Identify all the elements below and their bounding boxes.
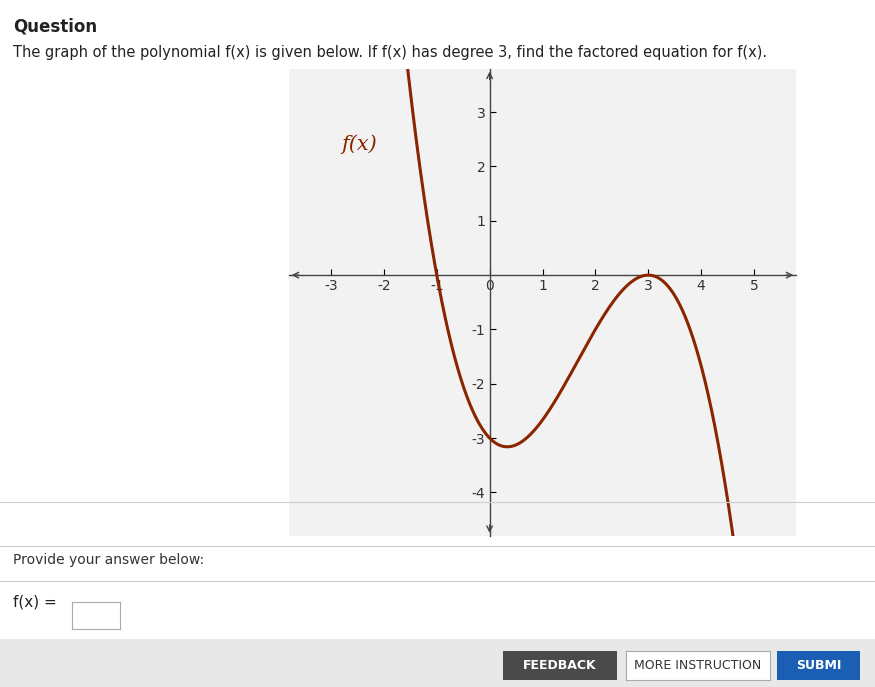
Text: MORE INSTRUCTION: MORE INSTRUCTION <box>634 660 761 672</box>
Text: FEEDBACK: FEEDBACK <box>523 660 597 672</box>
Text: The graph of the polynomial f(x) is given below. If f(x) has degree 3, find the : The graph of the polynomial f(x) is give… <box>13 45 767 60</box>
Text: f(x): f(x) <box>341 135 377 154</box>
Text: Provide your answer below:: Provide your answer below: <box>13 553 204 567</box>
Text: f(x) =: f(x) = <box>13 594 57 609</box>
Text: Question: Question <box>13 17 97 35</box>
Text: SUBMI: SUBMI <box>796 660 841 672</box>
